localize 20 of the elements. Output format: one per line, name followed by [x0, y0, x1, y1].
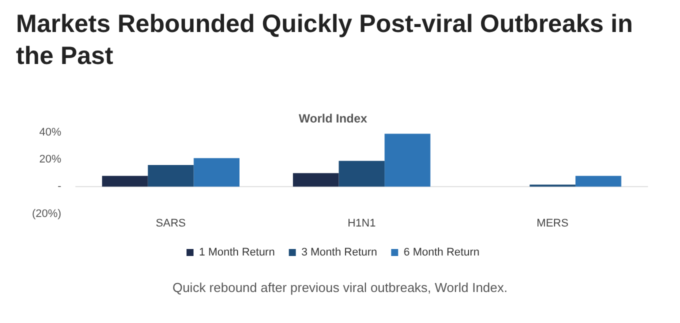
- y-tick-label: 20%: [39, 154, 62, 166]
- bar: [384, 134, 430, 187]
- bar: [292, 173, 339, 187]
- chart-title: World Index: [298, 112, 368, 126]
- bar: [102, 176, 148, 187]
- y-tick-label: -: [58, 180, 62, 193]
- x-tick-label: H1N1: [348, 217, 376, 230]
- chart-subtitle: Markets Rebounded Quickly Post-viral Outbreaks in the Past: [15, 9, 634, 72]
- x-tick-label: MERS: [536, 217, 568, 230]
- legend-label: 3 Month Return: [301, 246, 378, 259]
- y-tick-label: 40%: [39, 126, 62, 138]
- bar: [148, 164, 194, 187]
- bar: [338, 160, 385, 187]
- legend-label: 1 Month Return: [199, 246, 275, 259]
- bar: [194, 158, 240, 187]
- bar: [575, 176, 622, 187]
- x-tick-label: SARS: [156, 217, 186, 230]
- legend-label: 6 Month Return: [404, 246, 480, 259]
- y-tick-label: (20%): [32, 208, 62, 220]
- text: Quick rebound after previous viral outbreaks, World Index.: [171, 280, 509, 295]
